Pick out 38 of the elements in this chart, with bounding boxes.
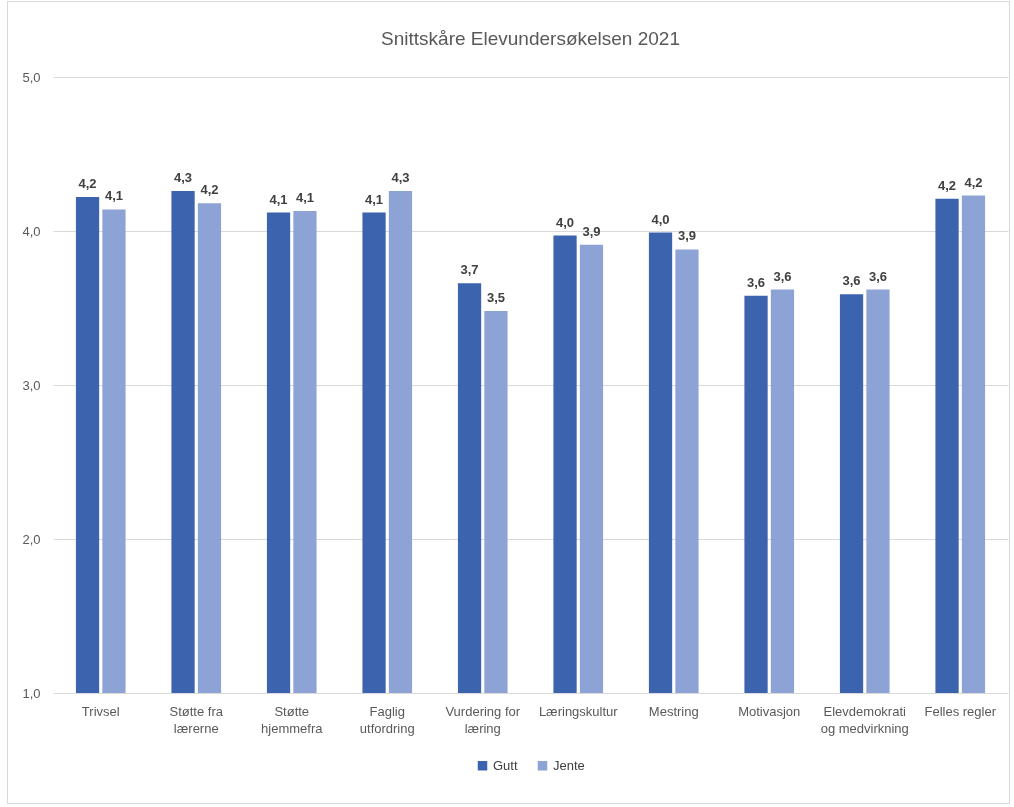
legend-label: Jente [553, 757, 585, 773]
y-tick-label: 3,0 [22, 377, 41, 393]
data-label: 3,7 [460, 262, 479, 278]
x-tick-label: Trivsel [81, 703, 120, 719]
data-label: 4,1 [104, 188, 123, 204]
data-label: 4,3 [174, 169, 193, 185]
legend-label: Gutt [493, 757, 518, 773]
data-label: 4,2 [200, 182, 219, 198]
data-label: 3,6 [773, 268, 792, 284]
data-label: 4,0 [556, 214, 575, 230]
data-label: 3,6 [868, 268, 887, 284]
data-label: 4,2 [78, 176, 97, 192]
x-tick-label: Støtte fra lærerne [169, 703, 224, 736]
x-tick-label: Faglig utfordring [359, 703, 415, 736]
data-label: 4,2 [964, 174, 983, 190]
x-tick-label: Felles regler [924, 703, 997, 719]
data-label: 4,0 [651, 211, 670, 227]
x-tick-label: Læringskultur [538, 703, 619, 719]
x-tick-label: Motivasjon [738, 703, 801, 719]
y-tick-label: 4,0 [22, 223, 41, 239]
x-tick-label: Støtte hjemmefra [261, 703, 324, 736]
x-tick-label: Vurdering for læring [445, 703, 521, 736]
y-tick-label: 1,0 [22, 685, 41, 701]
data-label: 4,1 [295, 189, 314, 205]
data-label: 4,1 [269, 191, 288, 207]
x-tick-label: Mestring [648, 703, 699, 719]
data-label: 3,6 [842, 273, 861, 289]
data-label: 3,9 [677, 228, 696, 244]
x-tick-label: Elevdemokrati og medvirkning [820, 703, 909, 736]
data-label: 3,9 [582, 223, 601, 239]
data-label: 3,6 [747, 274, 766, 290]
chart-title: Snittskåre Elevundersøkelsen 2021 [381, 28, 680, 49]
data-label: 4,3 [391, 169, 410, 185]
y-tick-label: 5,0 [22, 69, 41, 85]
data-label: 3,5 [486, 290, 505, 306]
data-label: 4,1 [365, 191, 384, 207]
y-tick-label: 2,0 [22, 531, 41, 547]
data-label: 4,2 [938, 177, 957, 193]
